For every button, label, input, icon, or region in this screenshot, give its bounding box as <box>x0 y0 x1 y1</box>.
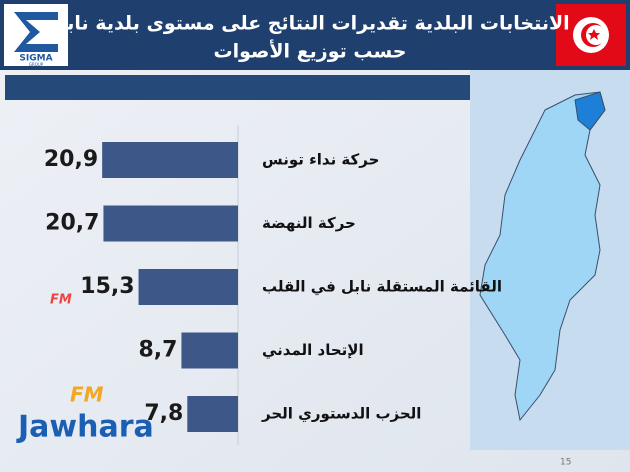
bar <box>138 269 238 305</box>
fm-badge: FM <box>70 383 104 407</box>
bar <box>103 205 238 242</box>
category-label: القائمة المستقلة نابل في القلب <box>262 278 502 296</box>
bar <box>187 396 238 432</box>
header-bar <box>0 0 630 70</box>
category-label: الإتحاد المدني <box>262 341 364 359</box>
category-label: الحزب الدستوري الحر <box>261 405 421 424</box>
flag-star <box>588 29 600 40</box>
value-label: 8,7 <box>138 338 177 363</box>
value-label: 15,3 <box>80 274 134 299</box>
nabeul-region <box>574 91 606 131</box>
title-line: حسب توزيع الأصوات <box>213 40 406 63</box>
value-label: 7,8 <box>144 401 183 426</box>
category-label: حركة النهضة <box>262 214 356 232</box>
group-text: GROUP <box>29 62 44 67</box>
bar <box>181 332 238 369</box>
page-number: 15 <box>560 458 571 468</box>
bar <box>102 142 239 178</box>
title-line: الانتخابات البلدية تقديرات النتائج على م… <box>50 13 569 35</box>
category-label: حركة نداء تونس <box>262 151 379 169</box>
sub-band <box>5 75 470 100</box>
jawhara-logo: Jawhara <box>16 410 154 445</box>
sigma-text: SIGMA <box>19 54 52 64</box>
value-label: 20,7 <box>45 211 99 236</box>
fm-logo: FM <box>50 293 72 308</box>
value-label: 20,9 <box>44 147 98 172</box>
sigma-logo <box>14 12 58 52</box>
